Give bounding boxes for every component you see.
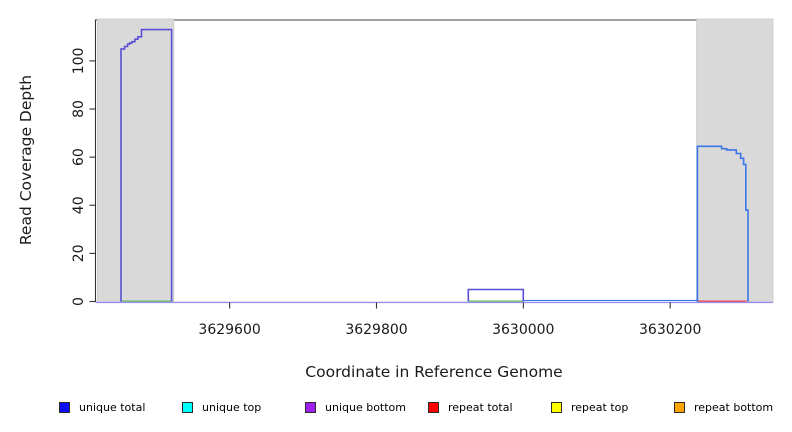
- coverage-plot: 0 20 40 60 80 100 3629600 3629800 3630000 3630200…: [17, 18, 774, 381]
- legend-label-repeat-bottom: repeat bottom: [694, 400, 774, 414]
- y-axis-title: Read Coverage Depth: [17, 75, 35, 245]
- x-tick-label-3629600: 3629600: [198, 322, 260, 338]
- right-gray-band: [696, 18, 774, 303]
- legend-item-repeat-total: repeat total: [428, 399, 513, 415]
- repeat-top-swatch-icon: [551, 401, 562, 413]
- x-tick-label-3630000: 3630000: [492, 322, 554, 338]
- legend-label-unique-total: unique total: [79, 400, 146, 414]
- series-unique-coverage-right-duplication-block: [696, 145, 749, 302]
- series-unique-coverage-left-duplication-block: [120, 28, 173, 302]
- unique-top-swatch-icon: [182, 401, 193, 413]
- left-gray-band: [97, 18, 175, 303]
- plot-layers: 0 20 40 60 80 100 3629600 3629800 3630000 3630200: [71, 18, 774, 338]
- legend-label-repeat-total: repeat total: [448, 400, 513, 414]
- unique-bottom-swatch-icon: [305, 401, 316, 413]
- x-tick-label-3629800: 3629800: [345, 322, 407, 338]
- y-tick-label-20: 20: [71, 244, 87, 262]
- y-tick-label-0: 0: [71, 297, 87, 306]
- legend-label-unique-bottom: unique bottom: [325, 400, 407, 414]
- y-tick-label-100: 100: [71, 48, 87, 75]
- legend-item-unique-total: unique total: [59, 399, 145, 415]
- legend-item-unique-bottom: unique bottom: [305, 399, 406, 415]
- x-axis-title: Coordinate in Reference Genome: [305, 363, 562, 381]
- x-tick-label-3630200: 3630200: [639, 322, 701, 338]
- legend-item-repeat-top: repeat top: [551, 399, 628, 415]
- unique-total-swatch-icon: [59, 401, 70, 413]
- y-tick-label-40: 40: [71, 196, 87, 214]
- legend: unique total unique top unique bottom repea…: [0, 399, 792, 421]
- legend-label-unique-top: unique top: [202, 400, 262, 414]
- legend-label-repeat-top: repeat top: [571, 400, 629, 414]
- y-tick-label-60: 60: [71, 148, 87, 166]
- repeat-bottom-swatch-icon: [674, 401, 685, 413]
- series-unique-coverage-middle-small-block: [467, 288, 525, 302]
- repeat-total-swatch-icon: [428, 401, 439, 413]
- legend-item-repeat-bottom: repeat bottom: [674, 399, 773, 415]
- legend-item-unique-top: unique top: [182, 399, 261, 415]
- y-tick-label-80: 80: [71, 100, 87, 118]
